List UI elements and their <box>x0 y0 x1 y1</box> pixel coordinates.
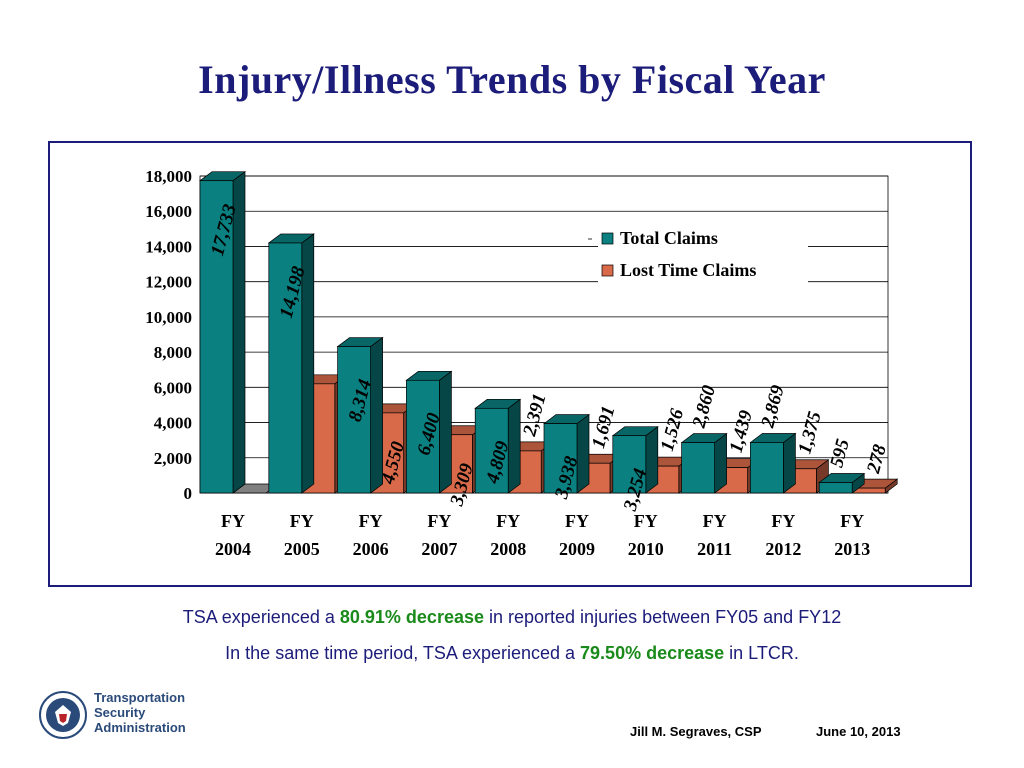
x-tick-label: 2006 <box>353 539 389 559</box>
x-tick-label: 2010 <box>628 539 664 559</box>
bar-total-claims <box>749 432 797 494</box>
bar-total-claims <box>336 336 384 494</box>
bar-total-claims-front <box>337 346 371 494</box>
legend-label: Total Claims <box>620 228 718 248</box>
bar-total-claims <box>198 171 247 494</box>
bar-total-claims-front <box>818 482 853 494</box>
bar-total-claims <box>542 413 591 494</box>
x-tick-label: FY <box>634 511 658 531</box>
caption-2-highlight: 79.50% decrease <box>580 643 725 663</box>
bar-total-claims-side <box>783 432 796 494</box>
x-tick-label: FY <box>703 511 727 531</box>
bar-total-claims-front <box>406 379 440 494</box>
caption-1-highlight: 80.91% decrease <box>339 607 484 627</box>
y-tick-label: 12,000 <box>145 273 192 292</box>
legend-swatch <box>601 264 614 277</box>
footer-author: Jill M. Segraves, CSP <box>630 724 762 739</box>
x-tick-label: 2005 <box>284 539 320 559</box>
y-tick-label: 10,000 <box>145 308 192 327</box>
x-tick-label: FY <box>221 511 245 531</box>
x-tick-label: FY <box>427 511 451 531</box>
bar-total-claims <box>267 233 315 494</box>
bar-total-claims-side <box>714 432 727 494</box>
bar-chart: 0 2,000 4,000 6,000 8,000 10,000 12,000 14,000 1… <box>145 167 899 559</box>
bar-total-claims-front <box>750 442 784 494</box>
y-tick-label: 14,000 <box>145 237 192 256</box>
bar-total-claims <box>680 432 728 494</box>
x-tick-label: FY <box>359 511 383 531</box>
bar-total-claims-front <box>199 180 234 494</box>
x-tick-label: 2013 <box>834 539 870 559</box>
y-tick-label: 2,000 <box>154 449 192 468</box>
tsa-logo: Transportation Security Administration <box>38 688 218 742</box>
caption-1-prefix: TSA experienced a <box>182 607 340 627</box>
bar-total-claims-front <box>474 407 509 494</box>
bar-total-claims-front <box>543 423 578 494</box>
slide-title: Injury/Illness Trends by Fiscal Year <box>198 57 826 102</box>
x-tick-label: 2009 <box>559 539 595 559</box>
dhs-seal-icon <box>39 691 87 739</box>
y-tick-label: 8,000 <box>154 343 192 362</box>
x-tick-label: 2012 <box>765 539 801 559</box>
caption-line-1: TSA experienced a 80.91% decrease in rep… <box>0 607 1024 628</box>
bar-total-claims <box>405 370 453 494</box>
legend-box <box>598 229 808 291</box>
logo-line-1: Transportation <box>94 690 186 705</box>
bar-total-claims <box>474 398 522 494</box>
x-tick-label: FY <box>290 511 314 531</box>
caption-2-prefix: In the same time period, TSA experienced… <box>225 643 581 663</box>
bar-total-claims-front <box>612 435 647 494</box>
y-tick-label: 4,000 <box>154 414 192 433</box>
footer-date: June 10, 2013 <box>816 724 901 739</box>
y-tick-label: 0 <box>184 484 193 503</box>
legend-swatch <box>601 232 614 245</box>
logo-text: Transportation Security Administration <box>94 690 186 735</box>
caption-line-2: In the same time period, TSA experienced… <box>0 643 1024 664</box>
x-tick-label: FY <box>840 511 864 531</box>
x-tick-label: 2004 <box>215 539 251 559</box>
bar-total-claims-side <box>576 413 590 494</box>
y-tick-label: 6,000 <box>154 378 192 397</box>
chart-frame: 0 2,000 4,000 6,000 8,000 10,000 12,000 14,000 1… <box>48 141 972 587</box>
x-tick-label: FY <box>771 511 795 531</box>
x-tick-label: 2008 <box>490 539 526 559</box>
y-tick-label: 18,000 <box>145 167 192 186</box>
y-tick-label: 16,000 <box>145 202 192 221</box>
logo-line-3: Administration <box>94 720 186 735</box>
bar-total-claims-front <box>268 242 303 494</box>
bar-total-claims-side <box>439 370 452 494</box>
legend-label: Lost Time Claims <box>620 260 756 280</box>
bar-total-claims-front <box>681 442 715 494</box>
x-tick-label: FY <box>496 511 520 531</box>
caption-1-suffix: in reported injuries between FY05 and FY… <box>484 607 842 627</box>
bar-total-claims <box>611 425 659 494</box>
x-tick-label: 2007 <box>421 539 457 559</box>
x-tick-label: FY <box>565 511 589 531</box>
x-tick-label: 2011 <box>697 539 732 559</box>
bar-total-claims <box>818 472 866 494</box>
logo-line-2: Security <box>94 705 146 720</box>
caption-2-suffix: in LTCR. <box>724 643 799 663</box>
